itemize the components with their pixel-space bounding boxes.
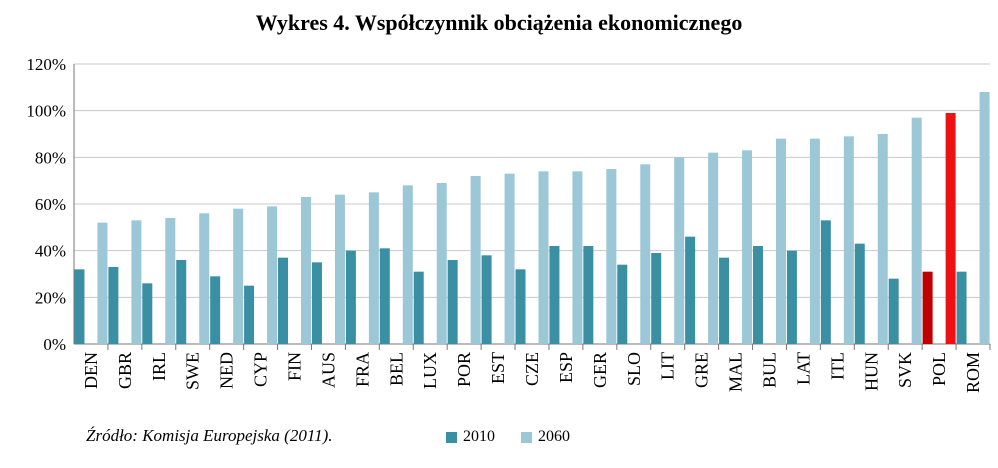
bar-2010 [583,246,594,344]
bar-2010 [752,246,763,344]
bar-2060 [708,152,719,344]
bar-2010 [820,220,831,344]
x-tick-label: MAL [726,352,746,392]
bar-2060 [877,134,888,344]
y-tick-label: 120% [26,55,66,74]
x-tick-label: BUL [759,352,779,388]
bar-2010 [922,271,933,344]
bar-2010 [651,253,662,344]
bar-2010 [74,269,85,344]
x-tick-label: LAT [793,352,813,385]
bar-2010 [786,250,797,344]
y-tick-label: 80% [35,148,66,167]
bar-2060 [131,220,142,344]
bar-2060 [402,185,413,344]
x-tick-label: FIN [285,352,305,381]
bar-2010 [210,276,221,344]
x-tick-label: SLO [624,352,644,386]
bar-2010 [108,267,119,344]
bar-2010 [515,269,526,344]
bar-2060 [165,218,176,344]
y-tick-label: 20% [35,288,66,307]
bar-2060 [199,213,210,344]
x-tick-label: ROM [963,352,983,393]
x-tick-label: SWE [183,352,203,390]
legend-swatch-2060 [521,431,532,443]
bar-2010 [854,243,865,344]
x-tick-label: ITL [827,352,847,380]
bar-2060 [843,136,854,344]
bar-2060 [301,197,312,344]
legend-label-2010: 2010 [463,428,495,445]
bar-2010 [617,264,628,344]
x-tick-label: CYP [251,352,271,387]
bar-2060 [470,176,481,344]
bar-2010 [311,262,322,344]
bar-2010 [142,283,153,344]
x-tick-label: NED [217,352,237,389]
x-tick-label: EST [488,352,508,384]
x-tick-label: HUN [861,352,881,391]
x-tick-label: AUS [318,352,338,388]
x-tick-label: LUX [420,352,440,389]
y-tick-label: 60% [35,195,66,214]
y-tick-label: 40% [35,242,66,261]
bar-2060 [504,173,515,344]
bar-2060 [911,117,922,345]
chart-title: Wykres 4. Współczynnik obciążenia ekonom… [255,10,743,35]
bar-2060 [97,222,108,344]
y-tick-label: 100% [26,102,66,121]
bar-2010 [244,285,255,344]
legend: 2010 2060 [446,428,596,446]
bar-2010 [956,271,967,344]
bar-2010 [888,278,899,344]
bar-2010 [719,257,730,344]
bar-2010 [278,257,289,344]
x-tick-label: SVK [895,352,915,388]
bar-2060 [538,171,549,344]
bar-2010 [447,260,458,344]
bar-2010 [413,271,424,344]
x-tick-label: GBR [115,352,135,389]
bar-2010 [549,246,560,344]
bar-2060 [742,150,753,344]
bar-2010 [481,255,492,344]
bar-2060 [267,206,278,344]
source-note: Źródło: Komisja Europejska (2011). [86,426,333,445]
y-tick-label: 0% [43,335,66,354]
bar-2060 [979,92,990,344]
bar-2060 [775,138,786,344]
bar-2010 [176,260,187,344]
legend-item-2010: 2010 [446,428,495,446]
bar-2060 [233,208,244,344]
bar-2060 [945,113,956,344]
bar-2060 [606,169,617,344]
legend-swatch-2010 [446,431,457,443]
bar-2060 [572,171,583,344]
x-tick-label: GRE [692,352,712,388]
x-tick-label: DEN [81,352,101,389]
x-tick-label: CZE [522,352,542,386]
legend-item-2060: 2060 [521,428,570,446]
x-tick-label: ESP [556,352,576,383]
x-tick-label: GER [590,352,610,388]
x-tick-label: POR [454,352,474,387]
bar-2060 [809,138,820,344]
bar-2060 [334,194,345,344]
x-tick-label: POL [929,352,949,386]
bar-2010 [345,250,356,344]
bar-2060 [436,183,447,344]
x-tick-label: IRL [149,352,169,381]
bar-2060 [640,164,651,344]
x-tick-label: LIT [658,352,678,380]
bar-2060 [674,157,685,344]
x-tick-label: FRA [352,352,372,387]
bar-2060 [368,192,379,344]
bar-2010 [379,248,390,344]
x-tick-label: BEL [386,352,406,386]
legend-label-2060: 2060 [538,428,570,445]
bar-2010 [685,236,696,344]
